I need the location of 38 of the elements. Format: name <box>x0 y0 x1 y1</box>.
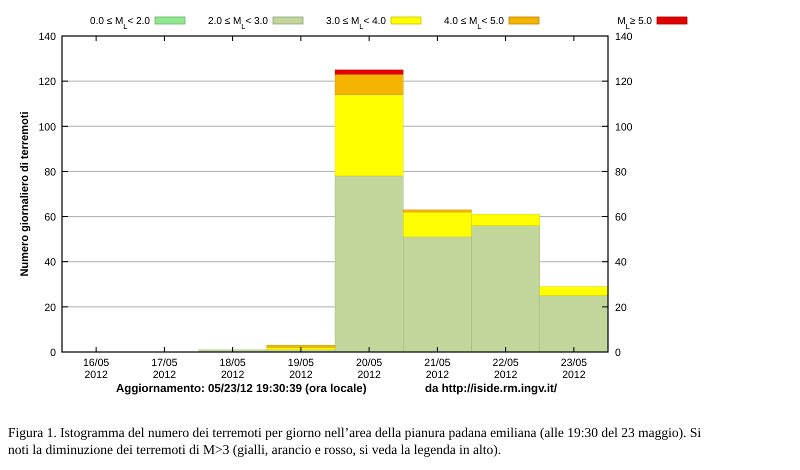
y2-tick-label: 40 <box>615 256 627 269</box>
y2-tick-label: 140 <box>615 31 633 43</box>
y-tick-label: 0 <box>50 347 56 359</box>
x-tick-label: 17/05 2012 <box>151 357 178 381</box>
legend-label: 0.0 ≤ M$_{L}$< 2.0 <box>90 16 150 30</box>
y2-tick-label: 60 <box>615 212 627 224</box>
x-tick-label: 23/05 2012 <box>560 357 588 381</box>
y2-tick-label: 120 <box>615 76 633 88</box>
y-axis-title: Numero giornaliero di terremoti <box>19 111 31 277</box>
text: da http://iside.rm.ingv.it/ <box>425 383 558 395</box>
x-tick-label: 18/05 2012 <box>219 357 246 381</box>
y-tick-label: 80 <box>44 166 56 178</box>
y-tick-label: 40 <box>44 256 56 269</box>
x-tick-label: 16/05 2012 <box>82 357 110 381</box>
y-tick-label: 140 <box>38 31 56 43</box>
y-tick-label: 100 <box>38 121 56 134</box>
legend-label: 2.0 ≤ M$_{L}$< 3.0 <box>208 16 268 30</box>
x-tick-label: 19/05 2012 <box>288 357 314 381</box>
x-tick-label: 21/05 2012 <box>424 357 451 381</box>
y2-tick-label: 100 <box>615 121 633 134</box>
y-tick-label: 120 <box>38 76 56 88</box>
y2-tick-label: 20 <box>615 302 627 314</box>
text: Aggiornamento: 05/23/12 19:30:39 (ora locale) <box>116 383 367 395</box>
y-tick-label: 60 <box>44 212 56 224</box>
bar <box>334 70 404 75</box>
legend-label: 4.0 ≤ M$_{L}$< 5.0 <box>444 16 504 30</box>
text: Figura 1. Istogramma del numero dei terremoti per giorno nell’area della pianura padana emiliana (alle 19:30 del 23 maggio). Si noti la diminuzione dei terremoti di M>3 (gialli, arancio e rosso, si veda la legenda in alto). <box>8 425 702 457</box>
legend-label: 3.0 ≤ M$_{L}$< 4.0 <box>326 16 386 30</box>
bar <box>334 94 404 176</box>
legend-label: M$_{L}$≥ 5.0 <box>617 16 652 30</box>
bar <box>403 210 472 212</box>
bar <box>334 74 404 95</box>
y-tick-label: 20 <box>44 302 56 314</box>
y2-tick-label: 80 <box>615 166 627 178</box>
y2-tick-label: 0 <box>615 347 621 359</box>
x-tick-label: 22/05 2012 <box>492 357 519 381</box>
bar <box>540 286 608 296</box>
x-tick-label: 20/05 2012 <box>356 357 382 381</box>
